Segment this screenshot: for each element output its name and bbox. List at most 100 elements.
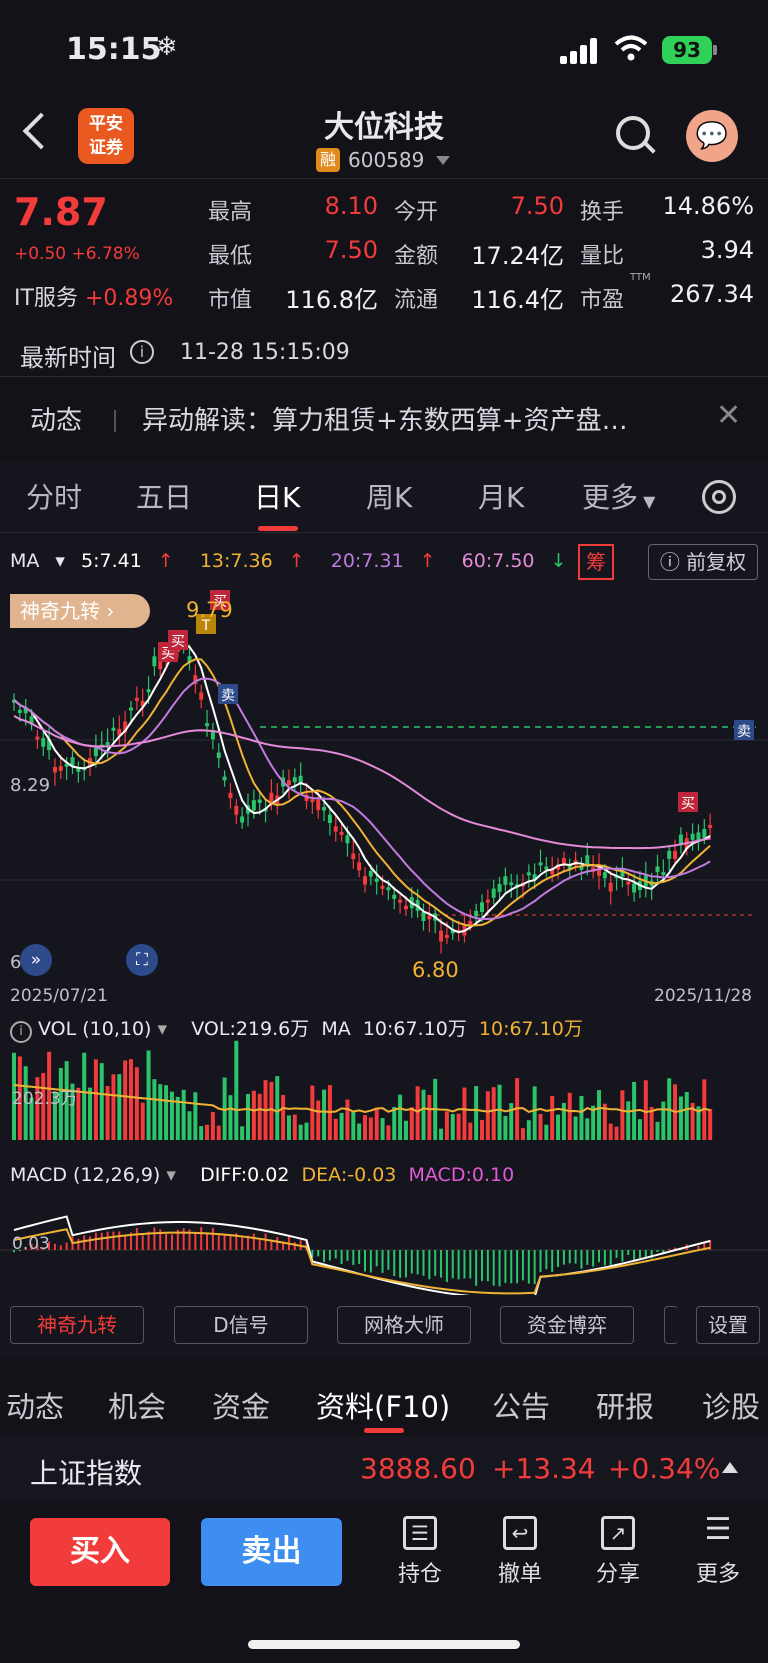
info-tab-f10[interactable]: 资料(F10) xyxy=(316,1390,451,1424)
volume-bar xyxy=(47,1051,52,1140)
macd-legend[interactable]: MACD (12,26,9) ▾ DIFF:0.02 DEA:-0.03 MAC… xyxy=(10,1164,514,1186)
indicator-grid-master-button[interactable]: 网格大师 xyxy=(337,1306,471,1344)
search-icon[interactable] xyxy=(616,116,650,150)
chip-distribution-button[interactable]: 筹 xyxy=(578,544,614,580)
quote-label: 量比 xyxy=(580,244,625,269)
ma20-value: 20:7.31 ↑ xyxy=(330,550,436,572)
volume-bar xyxy=(439,1128,444,1140)
volume-title: VOL (10,10) xyxy=(38,1018,152,1040)
volume-bar xyxy=(23,1066,28,1140)
price-adjust-button[interactable]: ⓘ 前复权 xyxy=(648,544,758,580)
candle xyxy=(210,730,215,740)
holdings-icon: ☰ xyxy=(403,1516,437,1550)
sell-signal-label: 卖 xyxy=(737,724,751,740)
close-icon[interactable]: ✕ xyxy=(716,398,742,433)
holdings-button[interactable]: ☰ 持仓 xyxy=(380,1516,460,1588)
candle xyxy=(158,658,163,670)
volume-bar xyxy=(427,1094,432,1140)
indicator-d-signal-button[interactable]: D信号 xyxy=(174,1306,308,1344)
volume-bar xyxy=(134,1067,139,1140)
volume-bar xyxy=(608,1123,613,1140)
index-ticker-bar[interactable] xyxy=(0,1436,768,1500)
info-icon[interactable]: i xyxy=(130,340,154,364)
volume-bar xyxy=(70,1083,75,1140)
sector-info[interactable]: IT服务 +0.89% xyxy=(14,280,173,312)
volume-bar xyxy=(205,1124,210,1140)
candle xyxy=(205,723,210,727)
chevron-down-icon[interactable] xyxy=(436,156,450,165)
assistant-avatar[interactable]: 💬 xyxy=(686,110,738,162)
quote-value: 3.94 xyxy=(700,236,754,264)
volume-bar xyxy=(193,1092,198,1140)
info-tab-research[interactable]: 研报 xyxy=(596,1390,655,1424)
volume-bar xyxy=(93,1059,98,1140)
sector-name: IT服务 xyxy=(14,286,78,311)
candle xyxy=(105,742,110,746)
candle xyxy=(12,699,16,703)
candle xyxy=(357,862,362,871)
volume-bar xyxy=(444,1111,449,1140)
tab-daily-k[interactable]: 日K xyxy=(254,481,301,514)
volume-bar xyxy=(199,1126,204,1140)
indicator-nine-turn-button[interactable]: 神奇九转 xyxy=(10,1306,144,1344)
volume-bar xyxy=(246,1093,250,1140)
candle xyxy=(678,834,683,846)
tab-intraday[interactable]: 分时 xyxy=(26,481,83,514)
tab-weekly-k[interactable]: 周K xyxy=(366,481,413,514)
chevron-up-icon[interactable] xyxy=(722,1462,738,1473)
indicator-settings-button[interactable]: 设置 xyxy=(696,1306,760,1344)
volume-bar xyxy=(573,1116,578,1140)
info-tab-news[interactable]: 动态 xyxy=(6,1390,65,1424)
candle xyxy=(532,874,537,880)
info-tab-opportunity[interactable]: 机会 xyxy=(108,1390,167,1424)
indicator-partial-button[interactable] xyxy=(664,1306,678,1344)
candle xyxy=(316,799,321,811)
candle xyxy=(597,865,601,876)
sell-signal-marker xyxy=(734,720,754,740)
volume-bar xyxy=(123,1060,128,1140)
candle xyxy=(444,934,449,938)
quote-value: 7.50 xyxy=(510,192,564,220)
volume-bar xyxy=(556,1114,561,1140)
nine-turn-tag[interactable]: 神奇九转 › xyxy=(10,594,150,628)
tab-monthly-k[interactable]: 月K xyxy=(478,481,525,514)
price-ref-label: 8.29 xyxy=(10,775,51,796)
volume-bar xyxy=(339,1112,344,1140)
volume-bar xyxy=(421,1089,426,1140)
macd-title: MACD (12,26,9) xyxy=(10,1164,161,1186)
stock-code[interactable]: 600589 xyxy=(348,148,425,172)
info-tab-funds[interactable]: 资金 xyxy=(212,1390,271,1424)
volume-bar xyxy=(485,1091,490,1140)
info-tab-announcements[interactable]: 公告 xyxy=(492,1390,551,1424)
volume-legend[interactable]: i VOL (10,10) ▾ VOL:219.6万 MA 10:67.10万 1… xyxy=(10,1014,583,1043)
buy-button[interactable]: 买入 xyxy=(30,1518,170,1586)
info-tab-diagnosis[interactable]: 诊股 xyxy=(702,1390,761,1424)
more-button[interactable]: ☰ 更多 xyxy=(678,1515,758,1588)
macd-dea-line xyxy=(13,1228,711,1295)
candle xyxy=(140,700,145,707)
cancel-order-button[interactable]: ↩ 撤单 xyxy=(480,1516,560,1588)
share-button[interactable]: ↗ 分享 xyxy=(578,1516,658,1588)
price-change: +0.50 +6.78% xyxy=(14,244,140,264)
volume-bar xyxy=(550,1095,555,1140)
gear-icon[interactable] xyxy=(702,480,736,514)
volume-bar xyxy=(526,1120,531,1140)
volume-bar xyxy=(333,1118,338,1140)
tab-five-day[interactable]: 五日 xyxy=(136,481,193,514)
volume-bar xyxy=(649,1107,654,1140)
info-icon[interactable]: i xyxy=(10,1021,32,1043)
tab-more[interactable]: 更多 ▼ xyxy=(582,476,655,516)
indicator-fund-game-button[interactable]: 资金博弈 xyxy=(500,1306,634,1344)
candle xyxy=(64,763,69,767)
volume-bar xyxy=(450,1113,455,1140)
volume-bar xyxy=(310,1085,315,1140)
ma-legend[interactable]: MA ▾ 5:7.41 ↑ 13:7.36 ↑ 20:7.31 ↑ 60:7.5… xyxy=(10,550,587,572)
quote-divider xyxy=(0,376,768,377)
news-headline[interactable]: 异动解读：算力租赁+东数西算+资产盘… xyxy=(142,406,628,436)
back-arrow-icon[interactable] xyxy=(22,112,60,150)
more-label: 更多 xyxy=(695,1562,740,1587)
expand-icon[interactable]: » xyxy=(20,944,52,976)
fullscreen-icon[interactable]: ⛶ xyxy=(126,944,158,976)
sell-button[interactable]: 卖出 xyxy=(201,1518,342,1586)
